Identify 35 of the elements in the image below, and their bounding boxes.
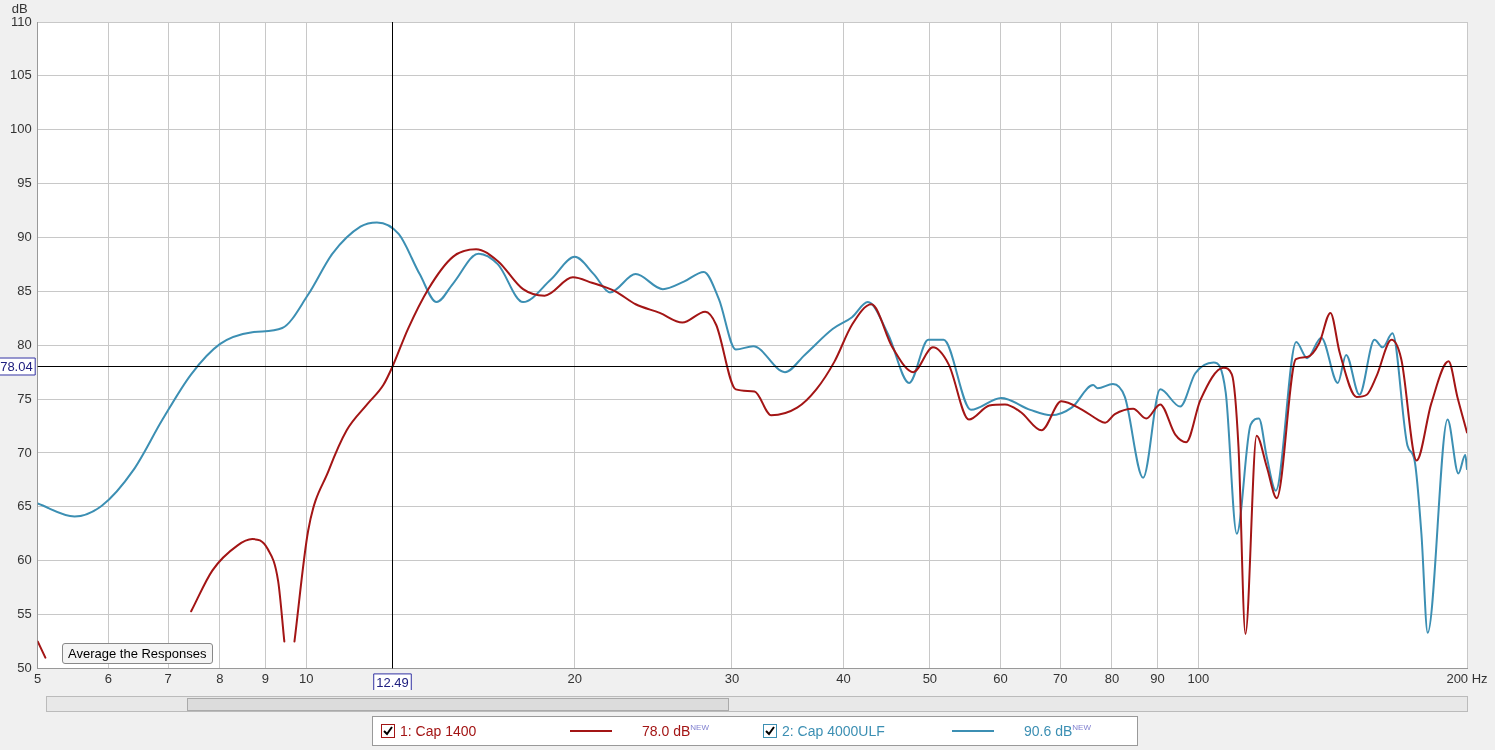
x-tick-label: 20 <box>567 670 583 686</box>
x-tick-label: 50 <box>922 670 938 686</box>
ref-line-label: 12.49 <box>376 674 409 690</box>
x-tick-label: 8 <box>216 670 224 686</box>
y-tick-label: 65 <box>17 498 32 514</box>
x-tick-label: 200 Hz <box>1446 670 1488 686</box>
x-tick-label: 7 <box>164 670 172 686</box>
x-tick-label: 6 <box>104 670 112 686</box>
text: 90.6 dB$^{NEW}$ <box>1024 723 1091 739</box>
y-tick-label: 95 <box>17 175 32 191</box>
x-tick-label: 100 <box>1187 670 1210 686</box>
y-tick-label: 60 <box>17 552 32 568</box>
y-tick-label: 90 <box>17 229 32 245</box>
y-tick-label: 55 <box>17 606 32 622</box>
legend-label: 2: Cap 4000ULF <box>782 723 886 739</box>
x-tick-label: 30 <box>724 670 740 686</box>
ref-line-label: 78.04 <box>0 359 33 375</box>
x-tick-label: 10 <box>299 670 314 686</box>
y-tick-label: 85 <box>17 282 32 298</box>
y-tick-label: 50 <box>17 659 32 675</box>
y-tick-label: 70 <box>17 444 32 460</box>
text: 78.0 dB$^{NEW}$ <box>642 723 709 739</box>
button: Average the Responses <box>62 643 213 664</box>
x-tick-label: 40 <box>836 670 851 686</box>
x-tick-label: 90 <box>1150 670 1165 686</box>
x-tick-label: 9 <box>261 670 270 686</box>
y-tick-label: 105 <box>9 67 32 83</box>
x-tick-label: 60 <box>993 670 1008 686</box>
y-tick-label: 75 <box>17 390 32 406</box>
x-tick-label: 5 <box>34 670 42 686</box>
x-tick-label: 70 <box>1053 670 1068 686</box>
y-tick-label: 80 <box>17 336 32 352</box>
legend-label: 1: Cap 1400 <box>400 723 478 739</box>
x-tick-label: 80 <box>1104 670 1120 686</box>
y-tick-label: 100 <box>9 121 32 137</box>
